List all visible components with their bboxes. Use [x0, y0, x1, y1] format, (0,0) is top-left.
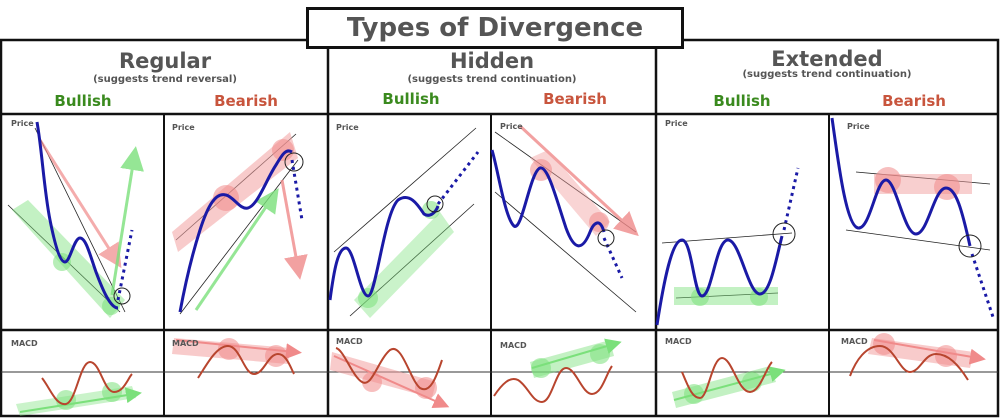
regular-bearish-macd-panel [172, 338, 302, 379]
group-title-regular: Regular [118, 49, 212, 73]
trend-line [333, 127, 477, 253]
diagram-title: Types of Divergence [306, 7, 684, 49]
green-highlight-band [354, 212, 454, 318]
projection-dots [782, 167, 800, 231]
green-circle [53, 253, 71, 271]
macd-label: MACD [11, 339, 38, 348]
red-arrow [38, 139, 122, 269]
black-circle [284, 152, 304, 172]
label-hidden-bullish: Bullish [382, 90, 440, 108]
regular-bullish-price-panel [7, 121, 144, 318]
price-line [178, 149, 293, 313]
label-regular-bullish: Bullish [54, 92, 112, 110]
green-circle [358, 288, 378, 308]
macd-line [41, 360, 133, 406]
extended-bearish-macd-panel [849, 333, 986, 381]
price-line [328, 196, 440, 301]
green-circle [102, 297, 120, 315]
projection-dots [970, 253, 996, 321]
hidden-bearish-price-panel [490, 124, 639, 313]
label-hidden-bearish: Bearish [543, 90, 607, 108]
macd-line [849, 344, 969, 381]
price-label: Price [336, 123, 359, 132]
green-circle [590, 344, 610, 364]
projection-dots [116, 229, 134, 301]
price-label: Price [11, 119, 34, 128]
red-highlight-band [330, 352, 436, 398]
hidden-bullish-price-panel [328, 127, 480, 318]
macd-label: MACD [336, 337, 363, 346]
green-circle [56, 390, 76, 410]
black-circle [597, 229, 615, 247]
green-arrow [194, 188, 279, 311]
label-extended-bearish: Bearish [882, 92, 946, 110]
trend-line [494, 191, 637, 313]
black-circle [426, 195, 444, 213]
green-circle [531, 358, 551, 378]
black-circle [958, 234, 982, 258]
price-line [830, 117, 972, 247]
price-label: Price [665, 119, 688, 128]
macd-line [493, 365, 613, 404]
macd-line [681, 356, 773, 400]
red-arrow [518, 124, 639, 237]
projection-dots [436, 151, 480, 205]
macd-line [335, 347, 443, 391]
hidden-bullish-macd-panel [330, 347, 450, 409]
group-subtitle-hidden: (suggests trend continuation) [407, 74, 577, 85]
black-circle [113, 287, 131, 305]
price-line [490, 149, 606, 248]
extended-bearish-price-panel [830, 117, 996, 321]
macd-label: MACD [841, 337, 868, 346]
projection-dots [290, 159, 304, 221]
trend-line [34, 127, 126, 313]
price-label: Price [847, 122, 870, 131]
label-regular-bearish: Bearish [214, 92, 278, 110]
red-circle [218, 338, 240, 360]
green-arrow [110, 146, 144, 296]
trend-line [845, 229, 991, 251]
group-subtitle-extended: (suggests trend continuation) [742, 69, 912, 80]
macd-label: MACD [665, 337, 692, 346]
red-circle [362, 372, 382, 392]
black-circle [772, 222, 796, 246]
extended-bullish-macd-panel [672, 356, 786, 408]
trend-line [179, 159, 299, 315]
price-line [35, 121, 119, 310]
macd-label: MACD [500, 341, 527, 350]
red-arrow [280, 179, 308, 280]
regular-bullish-macd-panel [16, 360, 142, 416]
red-circle [213, 185, 239, 211]
price-label: Price [172, 123, 195, 132]
price-label: Price [500, 122, 523, 131]
red-circle [265, 345, 287, 367]
price-line [655, 235, 784, 326]
projection-dots [602, 237, 624, 279]
group-title-extended: Extended [771, 47, 883, 71]
group-subtitle-regular: (suggests trend reversal) [93, 74, 237, 85]
label-extended-bullish: Bullish [713, 92, 771, 110]
trend-line [494, 131, 637, 233]
macd-label: MACD [172, 339, 199, 348]
extended-bullish-price-panel [655, 167, 800, 326]
macd-line [197, 344, 295, 379]
regular-bearish-price-panel [172, 132, 308, 315]
group-title-hidden: Hidden [449, 49, 535, 73]
hidden-bearish-macd-panel [493, 338, 622, 404]
